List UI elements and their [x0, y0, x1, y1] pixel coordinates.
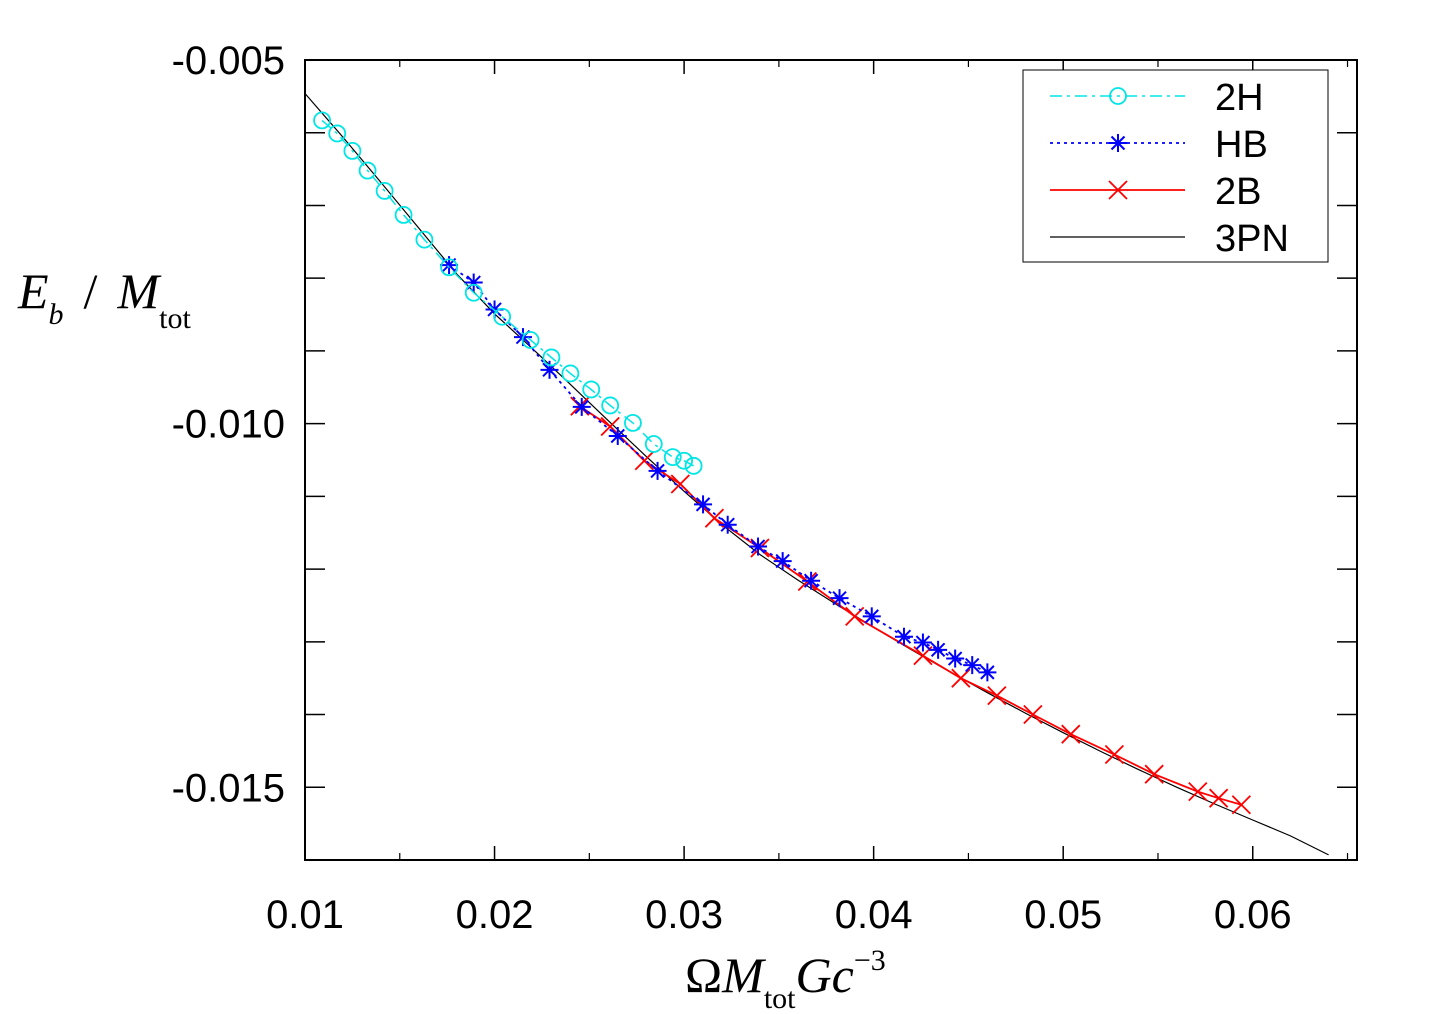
legend-box	[1022, 69, 1329, 263]
point-2h	[624, 414, 642, 432]
point-hb	[749, 537, 768, 556]
legend-label-2b: 2B	[1215, 171, 1261, 213]
series-line-hb	[448, 264, 988, 674]
point-2b	[951, 668, 971, 688]
point-hb	[946, 649, 965, 668]
point-2h	[644, 435, 663, 453]
point-2h	[358, 161, 377, 180]
point-hb	[978, 663, 997, 682]
plot-frame	[304, 59, 1358, 861]
y-tick-label: -0.005	[172, 39, 285, 83]
point-2b	[1144, 764, 1164, 784]
point-hb	[608, 427, 627, 445]
series-line-2h	[321, 119, 694, 467]
legend-marker-2h	[1109, 87, 1127, 105]
point-2b	[1188, 781, 1208, 802]
point-hb	[929, 640, 948, 659]
point-2h	[343, 142, 362, 160]
point-2b	[634, 451, 654, 471]
point-2h	[415, 230, 434, 249]
point-2h	[582, 380, 601, 399]
point-2h	[313, 111, 331, 130]
point-2b	[1231, 795, 1252, 815]
point-hb	[694, 495, 713, 514]
point-hb	[830, 589, 849, 608]
point-2b	[1104, 744, 1125, 765]
point-2b	[600, 416, 620, 437]
point-2b	[1023, 704, 1043, 725]
point-2h	[328, 124, 347, 143]
point-2b	[913, 645, 933, 666]
point-2h	[663, 448, 682, 466]
x-tick-label: 0.05	[1024, 893, 1102, 937]
point-2b	[670, 474, 690, 494]
point-2h	[521, 331, 540, 349]
legend-marker-hb	[1109, 134, 1127, 152]
point-2h	[684, 456, 703, 475]
legend-label-3pn: 3PN	[1215, 218, 1289, 260]
x-tick-label: 0.04	[835, 893, 913, 937]
point-hb	[894, 627, 913, 646]
point-2b	[987, 685, 1007, 706]
x-tick-label: 0.02	[456, 893, 534, 937]
point-2h	[675, 451, 693, 470]
point-2h	[493, 307, 512, 326]
point-2h	[375, 182, 394, 200]
x-tick-label: 0.01	[266, 893, 344, 937]
point-2h	[440, 258, 458, 277]
y-tick-label: -0.010	[172, 403, 285, 447]
x-tick-label: 0.06	[1214, 893, 1292, 937]
legend-samples	[1050, 87, 1185, 238]
y-tick-label: -0.015	[172, 766, 285, 810]
legend-label-2h: 2H	[1215, 77, 1264, 119]
legend: 2H HB 2B 3PN	[1022, 69, 1329, 263]
y-axis-label: Eb / Mtot	[17, 263, 191, 335]
legend-marker-2b	[1108, 180, 1128, 200]
point-hb	[862, 607, 881, 626]
x-tick-label: 0.03	[645, 893, 723, 937]
point-hb	[963, 656, 982, 675]
point-2h	[601, 396, 620, 415]
x-axis-label: ΩMtotGc−3	[685, 944, 886, 1014]
point-2h	[394, 206, 413, 224]
point-2b	[1061, 724, 1081, 744]
point-2h	[561, 364, 580, 383]
point-2b	[1208, 788, 1229, 808]
series-line-2b	[579, 405, 1242, 806]
point-hb	[773, 552, 792, 571]
point-hb	[802, 571, 821, 590]
axis-tick-labels: 0.01 0.02 0.03 0.04 0.05 0.06 -0.005 -0.010 -0.0…	[172, 39, 1292, 937]
point-hb	[718, 515, 737, 534]
plot-area	[305, 93, 1329, 856]
legend-label-hb: HB	[1215, 124, 1268, 166]
point-hb	[913, 633, 932, 652]
point-2h	[464, 283, 483, 302]
point-2h	[542, 348, 561, 367]
point-hb	[648, 461, 667, 480]
point-hb	[572, 397, 591, 416]
